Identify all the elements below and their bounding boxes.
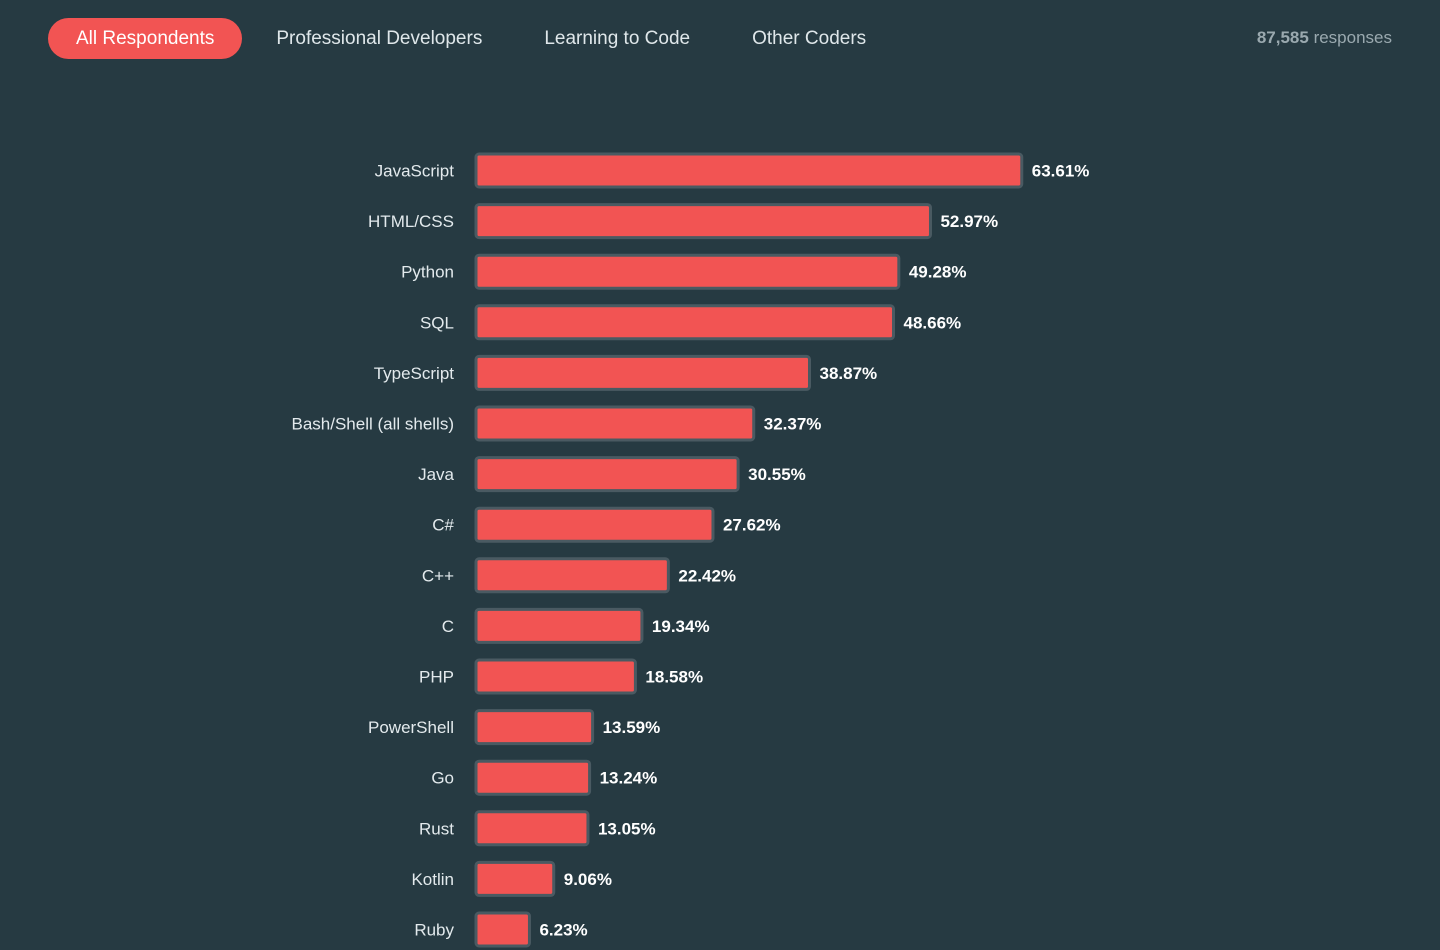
value-label: 52.97%	[940, 212, 998, 231]
category-label: HTML/CSS	[368, 212, 454, 231]
category-label: JavaScript	[375, 162, 455, 181]
responses-count: 87,585 responses	[1257, 28, 1392, 48]
responses-number: 87,585	[1256, 28, 1309, 47]
value-label: 19.34%	[652, 617, 710, 636]
bar[interactable]	[474, 304, 896, 341]
bar[interactable]	[474, 456, 740, 493]
respondent-tabs: All Respondents Professional Developers …	[48, 18, 928, 59]
category-label: Bash/Shell (all shells)	[291, 415, 454, 434]
tab-other-coders[interactable]: Other Coders	[752, 27, 867, 49]
bar[interactable]	[474, 203, 932, 240]
bar[interactable]	[474, 860, 556, 897]
value-label: 6.23%	[539, 921, 587, 940]
tab-all-respondents[interactable]: All Respondents	[48, 18, 243, 59]
bar[interactable]	[474, 506, 715, 543]
value-label: 13.05%	[598, 819, 656, 838]
category-label: Python	[401, 263, 454, 282]
category-label: TypeScript	[374, 364, 455, 383]
bar[interactable]	[474, 354, 812, 391]
value-label: 27.62%	[723, 516, 781, 535]
value-label: 38.87%	[820, 364, 878, 383]
category-label: Kotlin	[411, 870, 454, 889]
value-label: 63.61%	[1032, 162, 1090, 181]
value-label: 32.37%	[764, 415, 822, 434]
category-label: Go	[431, 769, 454, 788]
value-label: 22.42%	[678, 566, 736, 585]
category-label: C	[442, 617, 454, 636]
bar[interactable]	[474, 152, 1024, 189]
category-label: C#	[432, 516, 454, 535]
category-label: PowerShell	[368, 718, 454, 737]
value-label: 18.58%	[645, 668, 703, 687]
value-label: 49.28%	[909, 263, 967, 282]
category-label: Ruby	[414, 921, 454, 940]
category-label: PHP	[419, 668, 454, 687]
value-label: 30.55%	[748, 465, 806, 484]
category-label: C++	[422, 566, 454, 585]
bar[interactable]	[474, 759, 592, 796]
bar[interactable]	[474, 607, 644, 644]
bar[interactable]	[474, 658, 637, 695]
category-label: Java	[418, 465, 454, 484]
category-label: Rust	[419, 819, 454, 838]
responses-suffix: responses	[1313, 28, 1392, 47]
value-label: 13.59%	[603, 718, 661, 737]
bar[interactable]	[474, 557, 670, 594]
value-label: 9.06%	[564, 870, 612, 889]
bar[interactable]	[474, 911, 531, 948]
bar[interactable]	[474, 810, 590, 847]
bar[interactable]	[474, 709, 595, 746]
value-label: 13.24%	[600, 769, 658, 788]
value-label: 48.66%	[904, 313, 962, 332]
tab-professional-developers[interactable]: Professional Developers	[276, 27, 483, 49]
category-label: SQL	[420, 313, 454, 332]
tab-learning-to-code[interactable]: Learning to Code	[544, 27, 691, 49]
bar[interactable]	[474, 253, 901, 290]
bar[interactable]	[474, 405, 756, 442]
